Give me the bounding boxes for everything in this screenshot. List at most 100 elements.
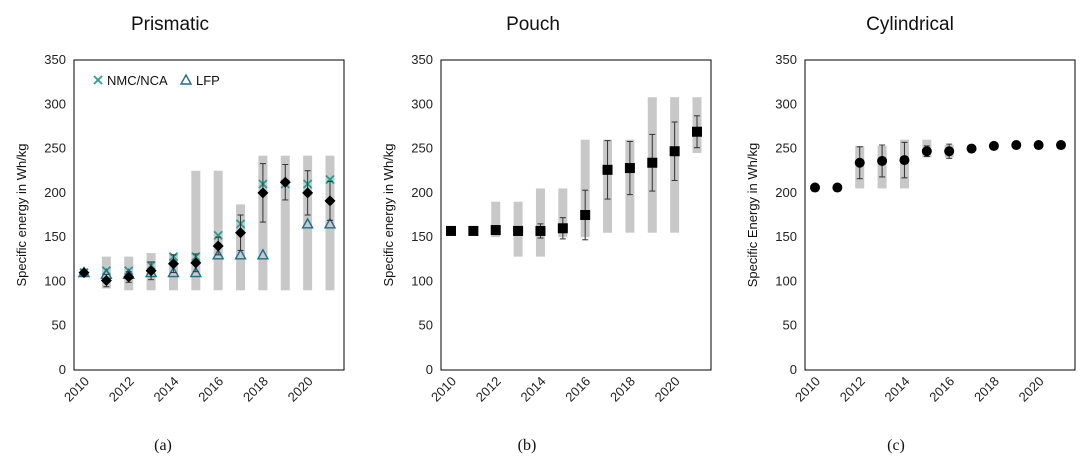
point-lfp [301, 217, 314, 229]
point-average [899, 155, 910, 166]
point-average [279, 176, 291, 188]
x-tick-label: 2018 [607, 374, 638, 405]
x-tick-label: 2020 [1016, 374, 1047, 405]
y-tick-label: 200 [411, 185, 433, 200]
point-average [167, 258, 179, 270]
y-tick-label: 150 [44, 229, 66, 244]
point-average [921, 146, 932, 157]
x-tick-label: 2014 [882, 374, 913, 405]
point-average [557, 223, 568, 234]
point-lfp [211, 248, 225, 260]
range-bar [325, 155, 335, 291]
point-average [810, 182, 820, 193]
x-tick-label: 2016 [926, 374, 957, 405]
chart-panel-3: Cylindrical Specific Energy in Wh/kg 0 50 10… [745, 14, 1076, 454]
chart-panel-2: Pouch Specific energy in Wh/kg 0 50 100 150 20… [381, 14, 712, 454]
point-average [966, 143, 977, 154]
point-average [490, 225, 501, 236]
x-tick-label: 2014 [518, 374, 549, 405]
point-average [602, 164, 613, 175]
y-tick-label: 50 [783, 318, 797, 333]
point-average [1033, 140, 1044, 151]
point-average [877, 155, 888, 166]
y-tick-label: 100 [411, 273, 433, 288]
y-tick-label: 200 [44, 185, 66, 200]
x-tick-label: 2018 [240, 374, 271, 405]
y-tick-label: 300 [775, 96, 797, 111]
y-tick-label: 50 [52, 318, 66, 333]
point-average [78, 267, 90, 279]
y-tick-label: 0 [426, 362, 433, 377]
panel-caption: (c) [887, 437, 905, 454]
point-average [324, 195, 336, 207]
legend-marker-lfp [179, 73, 193, 85]
y-axis-label: Specific energy in Wh/kg [381, 143, 396, 286]
point-lfp [234, 248, 247, 260]
chart-title: Cylindrical [866, 14, 954, 35]
legend-label: NMC/NCA [107, 73, 168, 88]
x-tick-label: 2014 [151, 374, 182, 405]
y-tick-label: 200 [775, 185, 797, 200]
y-tick-label: 150 [775, 229, 797, 244]
y-tick-label: 0 [790, 362, 797, 377]
range-bar [580, 139, 590, 238]
y-tick-label: 350 [775, 52, 797, 67]
x-tick-label: 2016 [195, 374, 226, 405]
y-tick-label: 250 [411, 141, 433, 156]
point-average [123, 271, 135, 283]
y-tick-label: 350 [411, 52, 433, 67]
point-lfp [256, 248, 270, 260]
y-tick-label: 250 [775, 141, 797, 156]
legend-label: LFP [196, 73, 220, 88]
point-lfp [167, 266, 180, 278]
point-average [212, 240, 224, 252]
y-axis-label: Specific energy in Wh/kg [14, 143, 29, 286]
x-tick-label: 2016 [562, 374, 593, 405]
range-bar [101, 256, 111, 289]
point-average [1011, 140, 1022, 151]
range-bar [558, 188, 568, 238]
x-tick-label: 2020 [652, 374, 683, 405]
y-tick-label: 100 [44, 273, 66, 288]
y-tick-label: 350 [44, 52, 66, 67]
point-average [468, 225, 479, 236]
range-bar [280, 155, 290, 291]
point-average [100, 275, 112, 287]
y-tick-label: 250 [44, 141, 66, 156]
y-tick-label: 300 [44, 96, 66, 111]
chart-title: Prismatic [131, 14, 209, 35]
point-nmc-nca [213, 230, 223, 241]
y-tick-label: 300 [411, 96, 433, 111]
point-average [647, 157, 658, 168]
x-tick-label: 2010 [428, 374, 459, 405]
point-average [513, 225, 524, 236]
point-average [854, 157, 865, 168]
point-lfp [323, 217, 337, 229]
y-tick-label: 50 [419, 318, 433, 333]
chart-title: Pouch [506, 14, 560, 35]
range-bar [191, 170, 201, 291]
point-average [446, 225, 456, 236]
legend-marker-nmc-nca [93, 75, 103, 85]
point-average [944, 146, 955, 157]
y-tick-label: 100 [775, 273, 797, 288]
point-average [535, 225, 546, 236]
x-tick-label: 2018 [971, 374, 1002, 405]
point-average [692, 126, 702, 137]
x-tick-label: 2020 [285, 374, 316, 405]
range-bar [303, 155, 313, 291]
y-axis-label: Specific Energy in Wh/kg [745, 143, 760, 288]
point-average [832, 182, 843, 193]
x-tick-label: 2012 [837, 374, 868, 405]
y-tick-label: 150 [411, 229, 433, 244]
point-average [145, 265, 157, 277]
plot-frame [440, 59, 712, 371]
point-average [190, 257, 202, 269]
range-bar [491, 201, 501, 238]
point-average [235, 227, 247, 239]
point-average [988, 140, 999, 151]
point-average [1056, 140, 1066, 151]
point-nmc-nca [325, 174, 335, 185]
